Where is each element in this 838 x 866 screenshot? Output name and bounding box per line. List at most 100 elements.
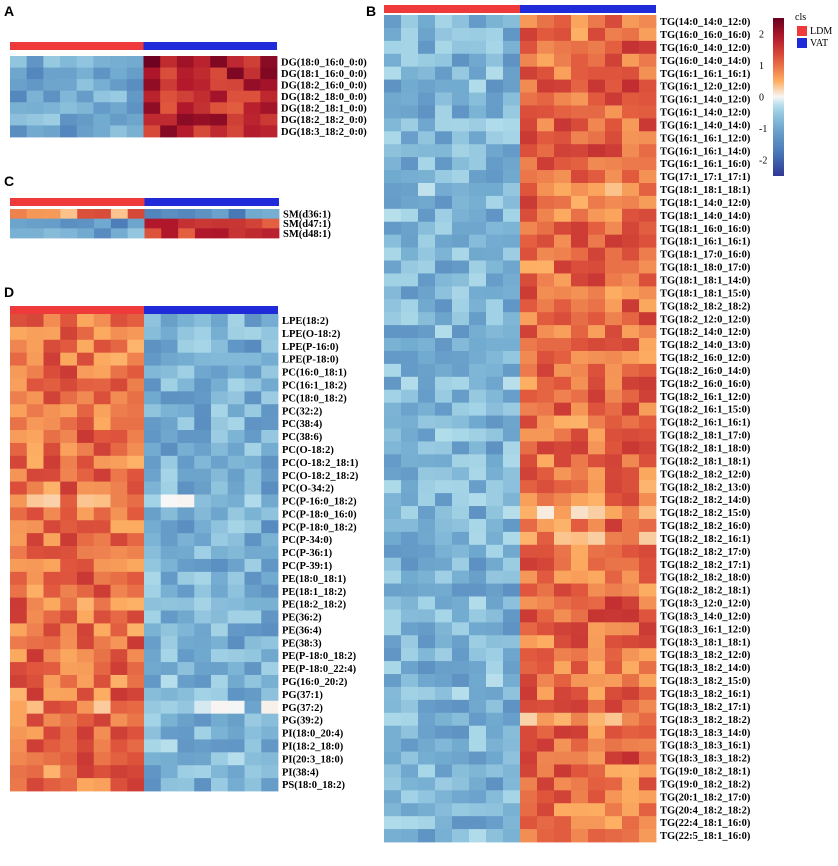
heatmap-cell [127,404,145,418]
heatmap-cell [520,66,538,81]
heatmap-cell [384,15,402,29]
heatmap-cell [244,636,262,650]
heatmap-cell [60,752,78,766]
heatmap-cell [384,27,402,42]
heatmap-cell [93,687,111,702]
heatmap-cell [194,378,212,392]
heatmap-cell [571,751,589,765]
heatmap-cell [43,674,61,689]
heatmap-cell [639,609,657,623]
heatmap-cell [60,102,78,115]
heatmap-cell [452,751,470,765]
heatmap-cell [554,803,572,817]
heatmap-cell [127,468,145,482]
heatmap-cell [537,40,555,55]
heatmap-cell [26,674,44,689]
heatmap-cell [384,40,402,55]
heatmap-cell [43,79,61,92]
heatmap-cell [10,125,28,138]
heatmap-cell [503,389,521,404]
heatmap-cell [537,428,555,442]
heatmap-cell [43,584,61,599]
heatmap-cell [435,92,453,106]
heatmap-cell [520,454,538,468]
row-label: PE(36:2) [282,613,322,624]
heatmap-cell [588,725,606,740]
heatmap-cell [571,131,589,145]
heatmap-cell [486,583,504,597]
heatmap-cell [520,27,538,42]
heatmap-cell [520,312,538,326]
heatmap-cell [10,79,28,92]
heatmap-cell [537,234,555,248]
heatmap-cell [452,157,470,171]
heatmap-cell [605,790,623,804]
heatmap-cell [452,27,470,42]
heatmap-cell [43,404,61,418]
heatmap-cell [384,195,402,210]
heatmap-cell [43,649,61,663]
heatmap-cell [554,712,572,727]
heatmap-cell [77,430,95,444]
heatmap-cell [244,558,262,573]
heatmap-cell [384,299,402,313]
heatmap-cell [43,209,61,220]
row-label: PI(38:4) [282,767,319,778]
heatmap-cell [60,378,78,392]
heatmap-cell [469,325,487,339]
group-bar-ldm [10,42,144,50]
heatmap-cell [503,79,521,93]
heatmap-cell [178,228,196,239]
heatmap-cell [60,546,78,560]
heatmap-cell [10,752,28,766]
heatmap-cell [554,544,572,559]
heatmap-cell [10,507,28,521]
heatmap-cell [622,467,640,481]
heatmap-cell [26,228,45,239]
heatmap-cell [537,609,555,623]
heatmap-cell [435,79,453,93]
heatmap-cell [622,480,640,494]
heatmap-cell [622,208,640,223]
heatmap-cell [227,610,245,624]
heatmap-cell [486,596,504,610]
heatmap-cell [435,531,453,546]
heatmap-cell [435,325,453,339]
heatmap-cell [43,90,61,103]
heatmap-cell [60,623,78,637]
heatmap-cell [93,404,111,418]
heatmap-cell [537,53,555,68]
row-label: SM(d36:1) [283,209,331,220]
heatmap-cell [126,90,144,103]
heatmap-cell [452,105,470,119]
heatmap-cell [127,391,145,405]
heatmap-cell [503,131,521,145]
heatmap-cell [418,170,436,184]
heatmap-cell [110,430,128,444]
row-label: DG(18:0_16:0_0:0) [281,57,367,68]
heatmap-cell [160,674,178,689]
heatmap-cell [486,557,504,572]
row-label: PI(18:2_18:0) [282,741,344,752]
heatmap-cell [401,312,419,326]
heatmap-cell [10,455,28,470]
heatmap-cell [211,649,229,663]
heatmap-cell [60,765,78,779]
heatmap-cell [401,544,419,559]
color-scale-tick: -1 [759,124,767,135]
heatmap-cell [160,442,178,457]
heatmap-cell [228,218,246,229]
heatmap-cell [43,520,61,534]
heatmap-cell [503,157,521,171]
heatmap-cell [622,518,640,533]
heatmap-cell [588,260,606,274]
heatmap-cell [384,118,402,132]
heatmap-cell [588,777,606,791]
heatmap-cell [144,778,162,792]
heatmap-cell [418,402,436,416]
heatmap-cell [384,764,402,778]
heatmap-cell [194,455,212,470]
heatmap-cell [588,27,606,42]
heatmap-cell [503,648,521,662]
heatmap-cell [469,583,487,597]
